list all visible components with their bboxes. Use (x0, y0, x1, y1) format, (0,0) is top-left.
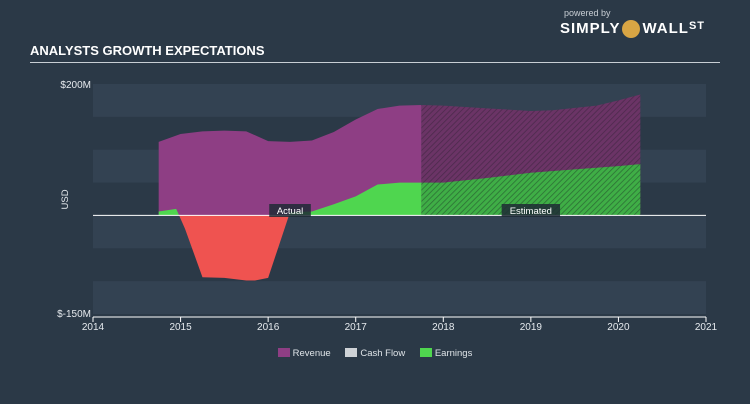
x-tick-label: 2019 (520, 322, 543, 333)
x-tick-label: 2017 (345, 322, 368, 333)
brand-logo[interactable]: powered by SIMPLY WALLST (560, 8, 732, 42)
legend-swatch-earnings (419, 348, 432, 357)
estimated-tag: Estimated (501, 204, 561, 217)
title-divider (30, 62, 720, 63)
earnings-area-estimated (421, 164, 641, 216)
legend-item-revenue[interactable]: Revenue (277, 348, 331, 359)
x-tick-label: 2014 (82, 322, 105, 333)
x-tick-label: 2016 (257, 322, 280, 333)
brand-name-right: WALL (642, 20, 689, 37)
y-tick-label-top: $200M (60, 80, 91, 91)
actual-tag: Actual (269, 204, 311, 217)
x-tick-label: 2015 (169, 322, 192, 333)
actual-tag-bg (269, 204, 311, 217)
estimated-tag-bg (501, 204, 561, 217)
legend-label-cash-flow: Cash Flow (360, 348, 406, 359)
brand-name-suffix: ST (688, 20, 706, 32)
chart-legend: Revenue Cash Flow Earnings (0, 348, 750, 359)
x-tick-label: 2021 (695, 322, 718, 333)
legend-swatch-revenue (277, 348, 290, 357)
earnings-area-negative (158, 215, 422, 281)
x-tick-label: 2020 (607, 322, 630, 333)
chart-title: ANALYSTS GROWTH EXPECTATIONS (30, 43, 265, 58)
brand-wordmark: SIMPLY WALLST (560, 20, 706, 39)
powered-by-text: powered by (564, 8, 611, 18)
legend-label-earnings: Earnings (434, 348, 473, 359)
bull-badge-icon (622, 20, 641, 39)
legend-swatch-cash-flow (345, 348, 358, 357)
brand-name-left: SIMPLY (560, 20, 621, 37)
estimated-tag-text: Estimated (510, 206, 552, 217)
y-axis-label: USD (60, 189, 71, 209)
y-tick-label-bottom: $-150M (57, 309, 91, 320)
legend-item-earnings[interactable]: Earnings (419, 348, 473, 359)
revenue-area-actual (158, 105, 422, 216)
legend-label-revenue: Revenue (292, 348, 331, 359)
actual-tag-text: Actual (277, 206, 303, 217)
earnings-area-actual (158, 182, 422, 216)
x-tick-label: 2018 (432, 322, 455, 333)
grid-band (93, 281, 706, 314)
legend-item-cash-flow[interactable]: Cash Flow (345, 348, 405, 359)
